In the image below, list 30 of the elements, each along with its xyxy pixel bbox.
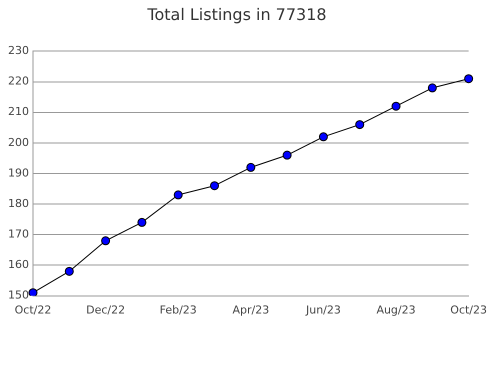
x-tick-label: Dec/22 bbox=[86, 303, 126, 316]
point bbox=[392, 102, 401, 111]
x-tick-label: Oct/22 bbox=[14, 303, 52, 316]
y-tick-label: 160 bbox=[8, 258, 29, 272]
point bbox=[137, 218, 146, 227]
x-tick-label: Aug/23 bbox=[376, 303, 416, 316]
y-tick-label: 230 bbox=[8, 44, 29, 58]
y-tick-label: 150 bbox=[8, 288, 29, 302]
y-tick-label: 200 bbox=[8, 136, 29, 149]
point bbox=[428, 83, 437, 92]
point bbox=[28, 288, 38, 296]
point bbox=[318, 132, 328, 142]
y-tick-label: 180 bbox=[8, 196, 29, 210]
y-tick-label: 190 bbox=[8, 166, 29, 180]
point bbox=[210, 181, 220, 190]
point bbox=[282, 150, 292, 160]
point bbox=[246, 162, 256, 172]
y-tick-label: 220 bbox=[8, 74, 29, 88]
x-tick-label: Jun/23 bbox=[304, 303, 341, 316]
point bbox=[355, 120, 364, 130]
y-tick-label: 210 bbox=[8, 105, 29, 118]
point bbox=[101, 236, 110, 246]
chart-title: Total Listings in 77318 bbox=[146, 4, 327, 24]
x-tick-label: Feb/23 bbox=[160, 303, 197, 316]
point bbox=[64, 266, 74, 276]
point bbox=[464, 74, 474, 84]
point bbox=[174, 190, 183, 200]
x-tick-label: Oct/23 bbox=[450, 303, 488, 316]
y-tick-label: 170 bbox=[8, 228, 29, 241]
x-tick-label: Apr/23 bbox=[232, 303, 270, 316]
